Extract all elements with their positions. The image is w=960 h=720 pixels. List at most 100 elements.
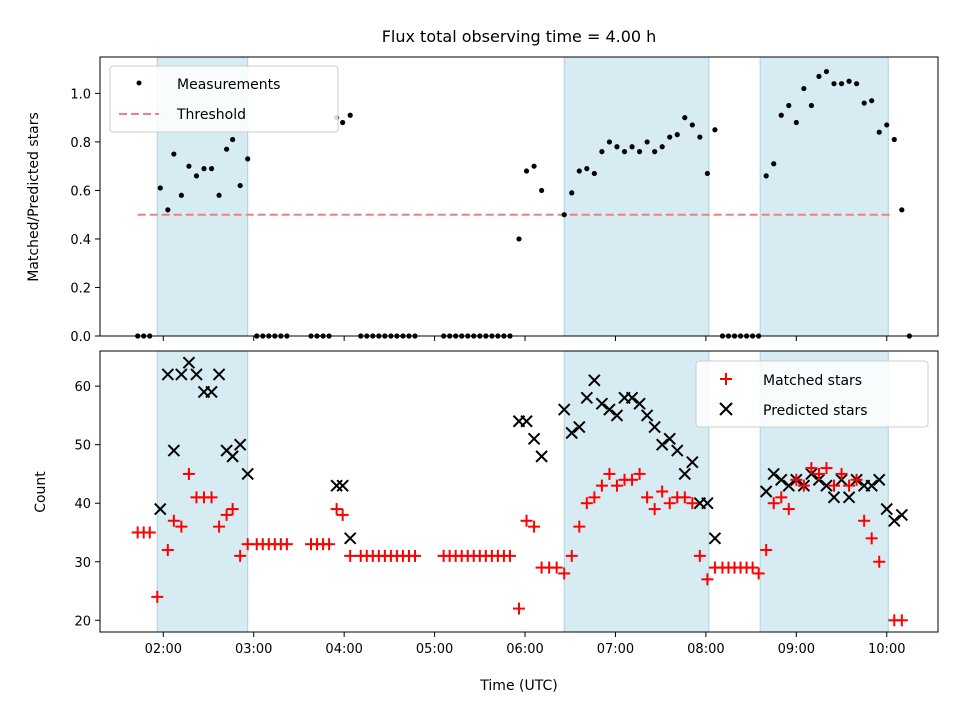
matched-star-point: [161, 544, 174, 557]
measurement-point: [584, 166, 590, 172]
measurement-point: [347, 112, 353, 118]
legend-marker-measurements: [136, 80, 142, 86]
matched-star-point: [595, 479, 608, 492]
predicted-star-point: [775, 473, 788, 486]
measurement-point: [561, 212, 567, 218]
measurement-point: [523, 168, 530, 174]
predicted-star-point: [842, 491, 856, 504]
measurement-point: [652, 149, 658, 155]
x-tick-label: 06:00: [506, 642, 543, 657]
predicted-star-point: [520, 415, 533, 428]
y-tick-label: 1.0: [70, 87, 91, 102]
matched-star-point: [782, 503, 795, 516]
matched-star-point: [858, 514, 871, 527]
matched-star-point: [213, 520, 226, 533]
x-axis-label: Time (UTC): [479, 678, 557, 694]
predicted-star-point: [782, 479, 795, 492]
matched-star-point: [752, 567, 765, 580]
legend-label-threshold: Threshold: [176, 107, 246, 123]
measurement-point: [157, 185, 163, 191]
measurement-point: [697, 134, 703, 140]
legend-label-matched: Matched stars: [763, 373, 862, 389]
matched-star-point: [550, 561, 563, 574]
measurement-point: [704, 170, 710, 177]
predicted-star-point: [655, 438, 669, 451]
predicted-star-point: [671, 444, 684, 457]
matched-star-point: [182, 467, 195, 480]
predicted-star-point: [701, 497, 714, 510]
predicted-star-point: [595, 397, 609, 410]
matched-star-point: [603, 467, 616, 480]
y-tick-label: 60: [74, 380, 91, 395]
y-tick-label: 0.8: [70, 136, 91, 151]
predicted-star-point: [330, 479, 343, 492]
measurement-point: [230, 136, 236, 143]
predicted-star-point: [625, 391, 639, 405]
measurement-point: [245, 156, 251, 162]
legend-label-measurements: Measurements: [177, 77, 280, 93]
matched-star-point: [143, 526, 156, 539]
x-tick-label: 03:00: [235, 642, 272, 657]
predicted-star-point: [161, 368, 175, 381]
matched-star-point: [151, 590, 164, 603]
count-legend: Matched stars Predicted stars: [695, 360, 929, 428]
matched-star-point: [513, 602, 525, 615]
predicted-star-points: [154, 356, 909, 545]
predicted-star-point: [678, 467, 691, 481]
matched-star-point: [812, 467, 825, 480]
matched-star-point: [167, 514, 180, 527]
measurement-point: [831, 81, 837, 87]
predicted-star-point: [633, 397, 646, 410]
ratio-y-axis-label: Matched/Predicted stars: [26, 112, 42, 282]
x-tick-label: 10:00: [868, 642, 905, 657]
chart-title: Flux total observing time = 4.00 h: [382, 27, 657, 46]
matched-star-point: [835, 467, 848, 480]
measurement-point: [531, 163, 537, 169]
measurement-point: [801, 85, 807, 92]
predicted-star-point: [573, 420, 586, 434]
measurement-point: [216, 192, 222, 198]
matched-star-point: [797, 479, 810, 492]
shaded-interval: [156, 350, 249, 633]
measurement-point: [576, 168, 582, 174]
measurement-point: [876, 129, 882, 135]
matched-star-point: [895, 614, 908, 627]
matched-star-point: [330, 503, 343, 516]
measurement-point: [667, 134, 673, 140]
measurement-point: [808, 102, 814, 109]
shaded-interval: [563, 56, 710, 337]
matched-star-point: [693, 549, 706, 562]
ratio-ticks: 0.0 0.2 0.4 0.6 0.8 1.0: [70, 87, 888, 345]
measurement-point: [846, 78, 852, 84]
matched-star-point: [580, 497, 593, 510]
matched-star-point: [558, 567, 571, 580]
measurement-point: [659, 144, 665, 150]
matched-star-point: [843, 479, 856, 492]
y-tick-label: 50: [74, 439, 91, 454]
y-tick-label: 0.2: [70, 281, 91, 296]
measurement-point: [591, 170, 597, 177]
measurement-point: [899, 207, 905, 213]
measurement-point: [606, 139, 613, 145]
predicted-star-point: [880, 502, 893, 516]
predicted-star-point: [686, 456, 699, 469]
measurement-point: [682, 115, 688, 121]
predicted-star-point: [895, 508, 909, 522]
legend-label-predicted: Predicted stars: [763, 403, 868, 419]
matched-star-point: [790, 473, 803, 486]
measurement-point: [644, 139, 650, 145]
predicted-star-point: [558, 403, 571, 416]
matched-star-point: [409, 549, 422, 562]
matched-star-point: [565, 549, 578, 562]
matched-star-point: [746, 561, 759, 574]
y-tick-label: 30: [74, 556, 91, 571]
matched-star-point: [280, 538, 293, 551]
predicted-star-point: [820, 479, 833, 492]
matched-star-point: [336, 508, 349, 521]
predicted-star-point: [565, 426, 578, 440]
legend-marker-matched: [720, 373, 732, 385]
matched-star-point: [850, 473, 863, 486]
measurement-point: [171, 151, 177, 157]
predicted-star-point: [888, 514, 901, 527]
predicted-star-point: [343, 532, 357, 545]
